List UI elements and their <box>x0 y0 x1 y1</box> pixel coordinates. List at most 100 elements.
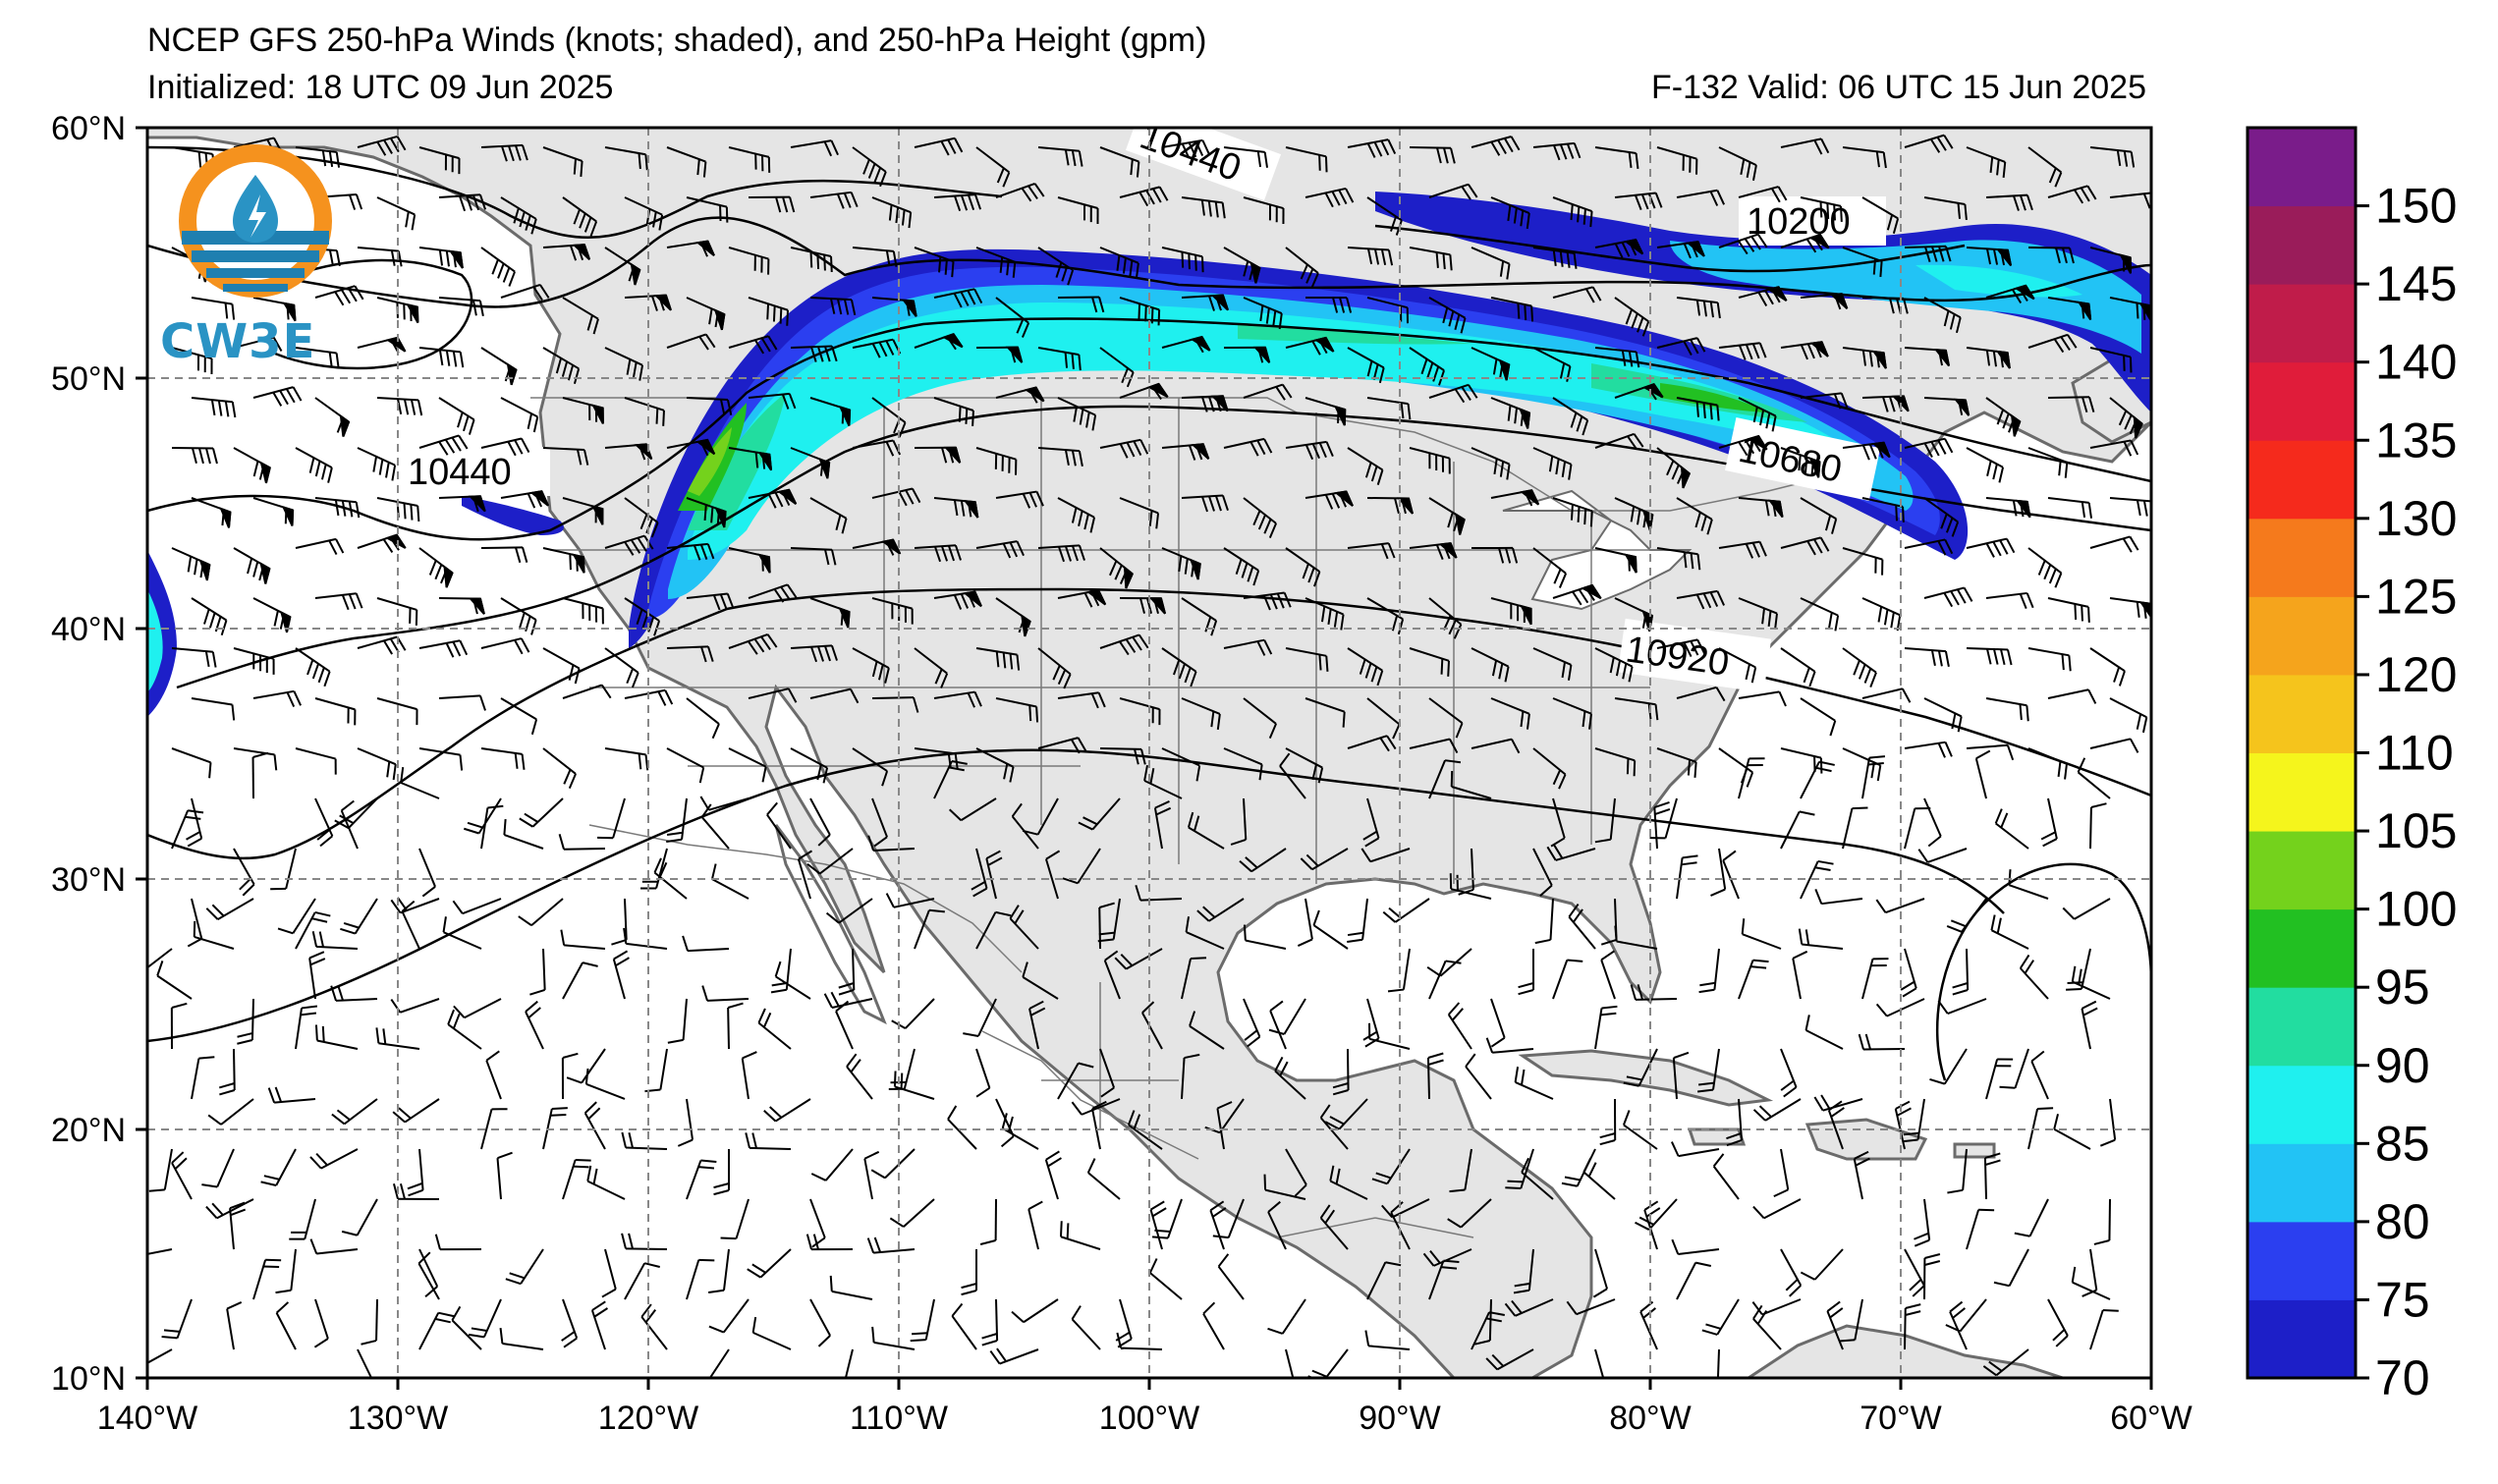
wind-barb <box>1966 1208 1995 1250</box>
wind-barb <box>838 948 856 996</box>
wind-barb <box>1223 146 1268 168</box>
wind-barb <box>1623 1048 1658 1087</box>
wind-barb <box>1381 1198 1430 1219</box>
wind-barb <box>1842 441 1891 461</box>
wind-barb <box>480 247 516 287</box>
wind-barb <box>147 1248 173 1255</box>
wind-barb <box>1800 597 1840 632</box>
wind-barb <box>566 1048 606 1084</box>
wind-barb <box>2089 146 2136 168</box>
contour-label-2: 10200 <box>1747 201 1851 243</box>
wind-barb <box>1099 347 1135 388</box>
jet-core-85kt <box>688 302 1866 560</box>
wind-barb <box>1071 1305 1101 1350</box>
wind-barb <box>1490 597 1532 626</box>
colorbar-segment <box>2248 1065 2356 1144</box>
wind-barb <box>418 848 436 898</box>
wind-barb <box>1471 1311 1505 1350</box>
wind-barb <box>376 397 423 416</box>
wind-barb <box>480 747 526 770</box>
wind-barb <box>975 346 1024 363</box>
wind-barb <box>1485 1037 1534 1054</box>
wind-barb <box>728 146 771 173</box>
wind-barb <box>148 1148 173 1192</box>
wind-barb <box>1592 1248 1608 1298</box>
wind-barb <box>191 697 236 721</box>
wind-barb <box>1676 297 1721 319</box>
wind-barb <box>1305 297 1353 313</box>
wind-barb <box>270 848 297 891</box>
wind-barb <box>975 447 1018 475</box>
wind-barb <box>1861 687 1912 703</box>
wind-barb <box>1985 497 2031 519</box>
wind-barb <box>979 1198 997 1245</box>
wind-barb <box>1099 747 1146 765</box>
cw3e-logo <box>172 137 349 373</box>
wind-barb <box>1985 284 2035 304</box>
wind-barb <box>1718 342 1767 360</box>
wind-barb <box>975 910 1012 950</box>
wind-barb <box>1230 797 1248 846</box>
colorbar-tick-label: 135 <box>2375 412 2457 467</box>
wind-barb <box>1718 146 1757 182</box>
wind-barb <box>1243 383 1293 401</box>
wind-barb <box>1305 597 1345 631</box>
wind-barb <box>1804 1015 1844 1050</box>
wind-barb <box>2019 954 2049 1000</box>
wind-barb <box>1037 347 1082 371</box>
wind-barb <box>624 397 665 426</box>
wind-barb <box>584 1068 626 1100</box>
wind-barb <box>147 948 173 969</box>
wind-barb <box>418 434 469 456</box>
wind-barb <box>2109 497 2151 517</box>
wind-barb <box>1181 494 1229 513</box>
wind-barb <box>1923 1253 1941 1300</box>
wind-barb <box>975 247 1017 278</box>
wind-barb <box>156 961 193 1000</box>
wind-barb <box>846 1053 873 1100</box>
wind-barb <box>309 1148 359 1170</box>
wind-barb <box>933 690 982 708</box>
wind-barb <box>871 696 919 713</box>
wind-barb <box>1582 1157 1616 1200</box>
colorbar-tick-label: 105 <box>2375 803 2457 858</box>
wind-barb <box>790 447 831 479</box>
wind-barb <box>1037 647 1072 689</box>
wind-barb <box>2071 965 2111 1000</box>
wind-barb <box>2109 192 2151 209</box>
wind-barb <box>1471 738 1521 754</box>
wind-barb <box>1243 998 1261 1048</box>
wind-barb <box>1098 902 1115 950</box>
wind-barb <box>708 1348 730 1378</box>
wind-barb <box>542 244 591 261</box>
wind-barb <box>989 1347 1039 1365</box>
wind-barb <box>252 386 303 407</box>
wind-barb <box>542 647 581 685</box>
wind-barb <box>1966 647 2013 666</box>
wind-barb <box>1842 347 1887 369</box>
wind-barb <box>1099 247 1139 279</box>
wind-barb <box>357 533 407 553</box>
wind-barb <box>1135 885 1183 902</box>
wind-barb <box>866 1237 916 1254</box>
wind-barb <box>583 1101 606 1150</box>
wind-barb <box>597 797 626 840</box>
wind-barb <box>295 1005 318 1050</box>
wind-barb <box>1514 1067 1554 1100</box>
wind-barb <box>1982 1348 2029 1377</box>
wind-barb <box>1798 928 1844 950</box>
wind-barb <box>1718 540 1767 559</box>
wind-barb <box>2109 597 2151 620</box>
land-puerto-rico <box>1953 1142 1996 1159</box>
wind-barb <box>1800 1248 1844 1281</box>
wind-barb <box>1011 1298 1059 1324</box>
wind-barb <box>1800 293 1849 310</box>
wind-barb <box>1305 187 1355 208</box>
wind-barb <box>2014 1198 2049 1237</box>
wind-barb <box>2109 697 2148 734</box>
wind-barb <box>1974 749 1991 799</box>
wind-barb <box>529 948 546 996</box>
wind-barb <box>871 487 921 507</box>
wind-barb <box>1701 1298 1740 1336</box>
wind-barb <box>1649 797 1678 840</box>
